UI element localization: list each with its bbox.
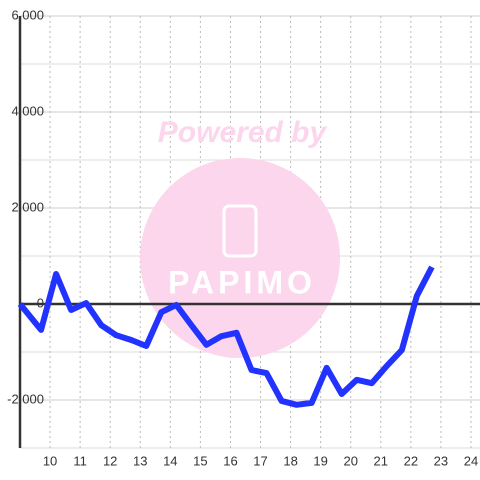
watermark-logo: PAPIMO bbox=[168, 264, 316, 300]
x-tick-label: 16 bbox=[223, 453, 237, 468]
x-tick-label: 22 bbox=[404, 453, 418, 468]
x-tick-label: 23 bbox=[434, 453, 448, 468]
watermark-circle bbox=[140, 158, 340, 358]
x-tick-label: 14 bbox=[163, 453, 177, 468]
x-tick-label: 13 bbox=[133, 453, 147, 468]
x-tick-label: 18 bbox=[283, 453, 297, 468]
x-tick-label: 21 bbox=[374, 453, 388, 468]
x-tick-label: 10 bbox=[43, 453, 57, 468]
x-tick-label: 11 bbox=[73, 453, 87, 468]
y-tick-label: 4,000 bbox=[11, 103, 44, 118]
x-tick-label: 17 bbox=[253, 453, 267, 468]
data-line bbox=[17, 265, 435, 408]
watermark-text: Powered by bbox=[158, 116, 328, 149]
x-tick-label: 12 bbox=[103, 453, 117, 468]
y-tick-label: -2,000 bbox=[7, 391, 44, 406]
watermark-icon bbox=[222, 204, 258, 258]
x-tick-label: 19 bbox=[313, 453, 327, 468]
y-tick-label: 6,000 bbox=[11, 7, 44, 22]
watermark: Powered by PAPIMO bbox=[140, 116, 340, 358]
x-tick-label: 15 bbox=[193, 453, 207, 468]
x-tick-label: 20 bbox=[343, 453, 357, 468]
x-tick-label: 24 bbox=[464, 453, 478, 468]
y-tick-label: 2,000 bbox=[11, 199, 44, 214]
